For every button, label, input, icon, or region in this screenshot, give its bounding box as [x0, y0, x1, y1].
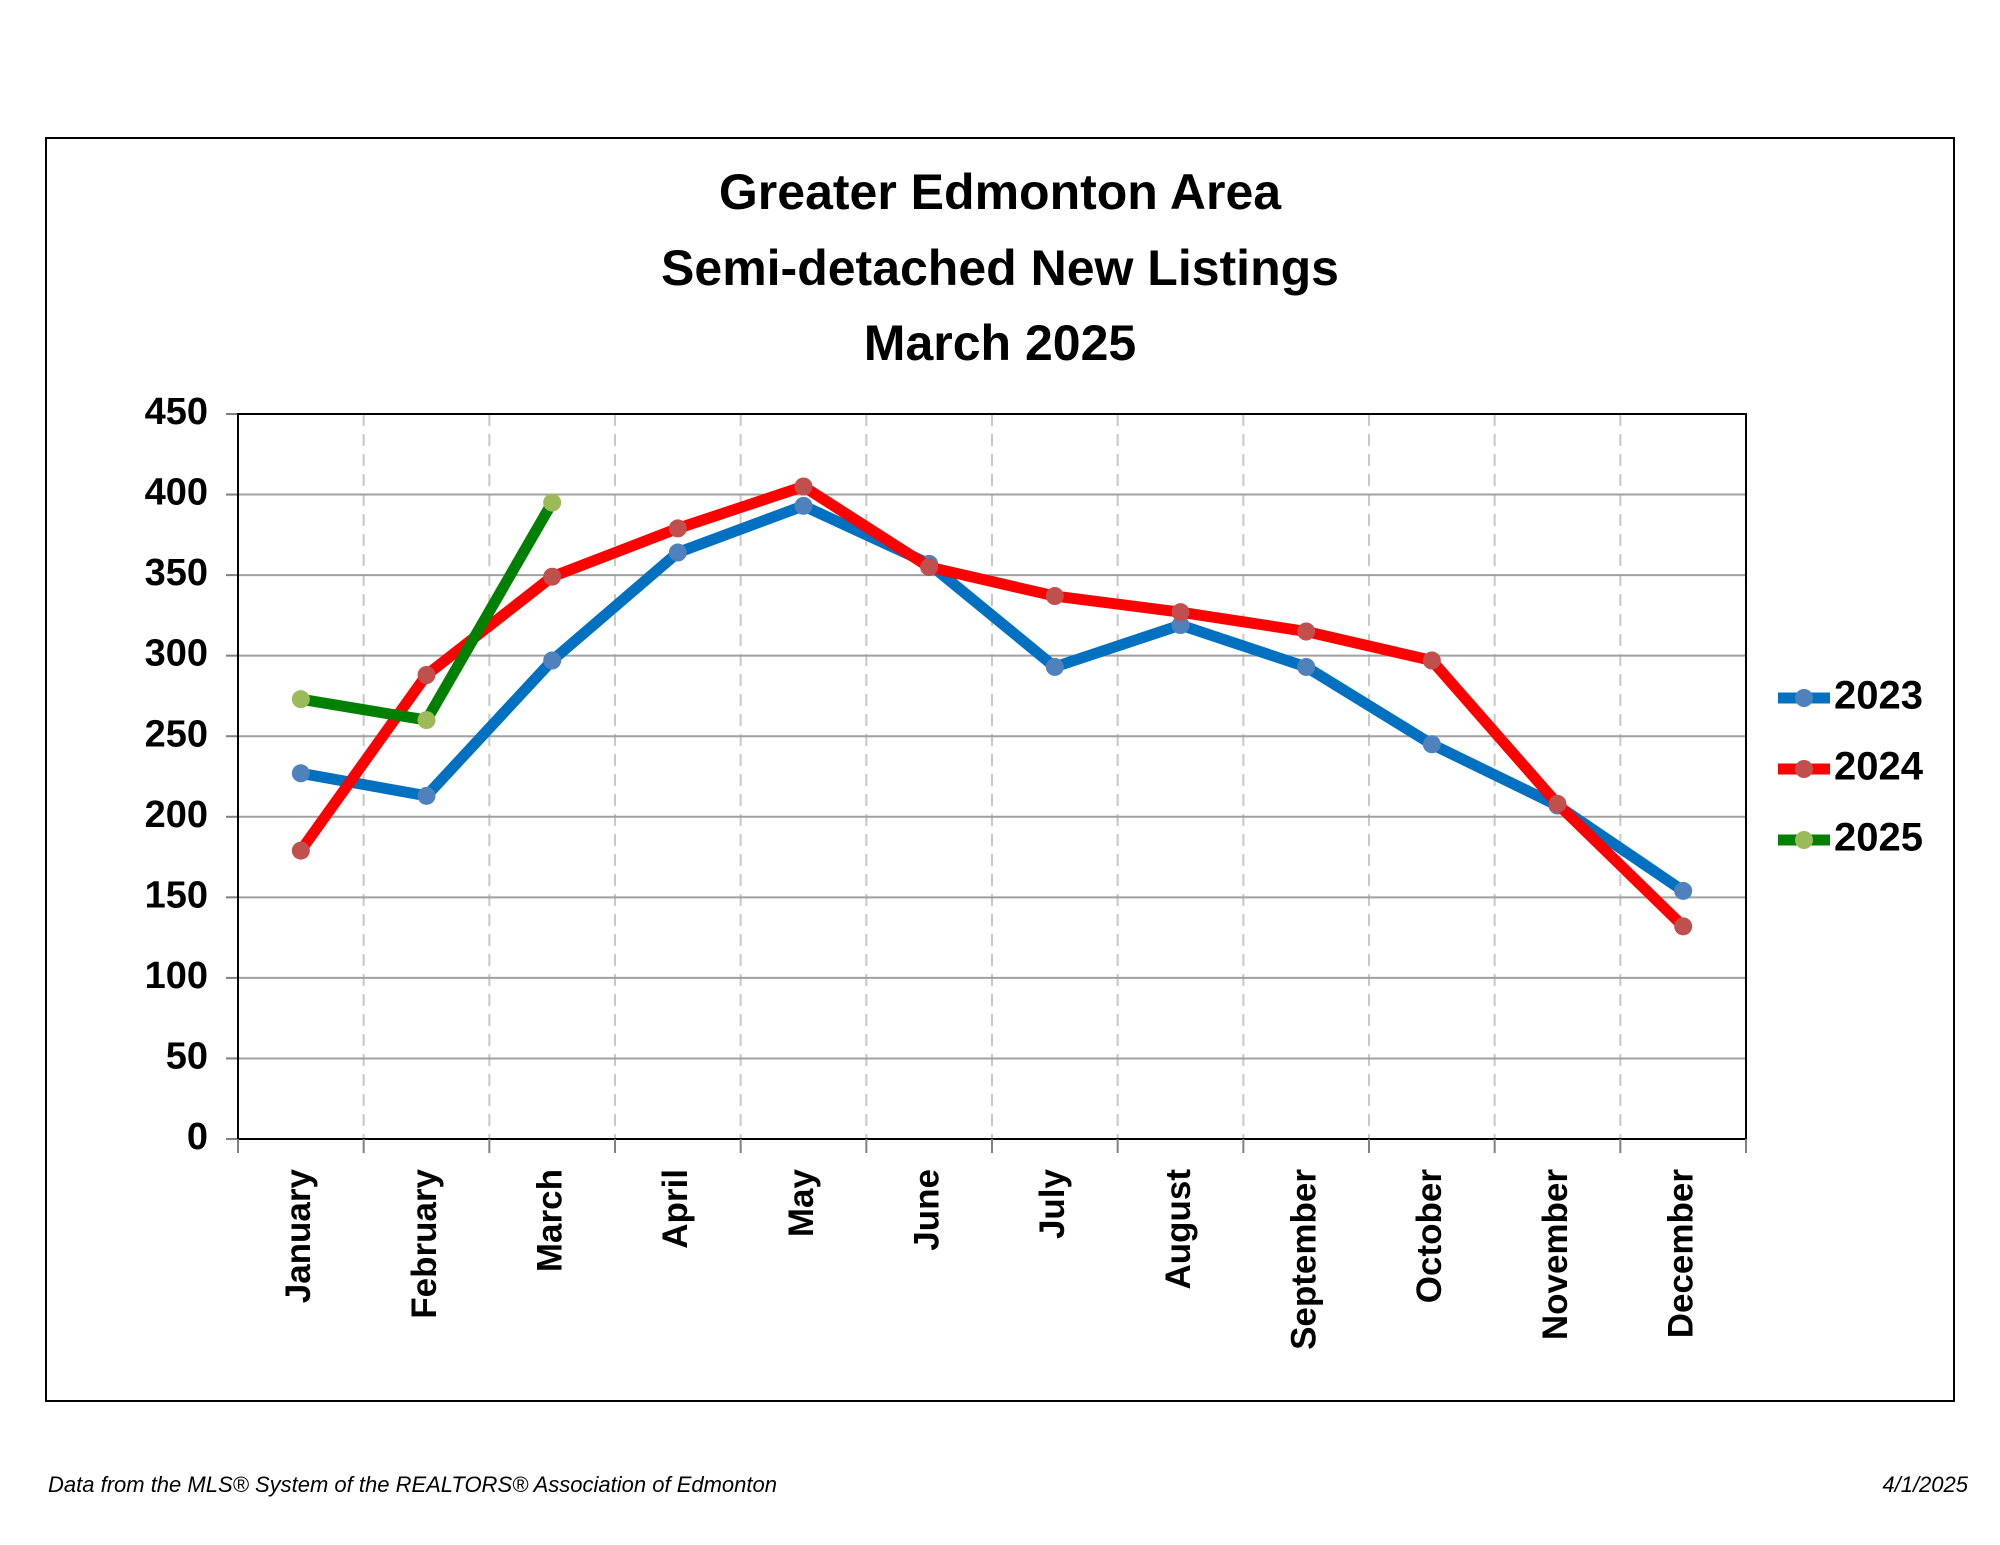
series-marker	[1674, 881, 1693, 900]
x-tick-label: March	[530, 1169, 569, 1272]
y-tick-label: 350	[145, 552, 208, 594]
y-tick-label: 100	[145, 955, 208, 997]
series-marker	[417, 711, 436, 730]
series-marker	[291, 841, 310, 860]
series-marker	[1045, 587, 1064, 606]
series-marker	[543, 651, 562, 670]
x-tick-label: July	[1033, 1168, 1072, 1239]
legend-label: 2025	[1834, 816, 1923, 860]
x-tick-label: September	[1284, 1169, 1323, 1350]
series-marker	[543, 567, 562, 586]
y-tick-label: 300	[145, 633, 208, 675]
series-marker	[1171, 616, 1190, 635]
series-marker	[1422, 651, 1441, 670]
legend-marker	[1795, 689, 1813, 707]
series-marker	[417, 666, 436, 684]
x-tick-label: February	[405, 1168, 444, 1318]
chart-title: March 2025	[864, 315, 1136, 371]
x-tick-label: April	[656, 1169, 695, 1249]
x-tick-label: May	[782, 1168, 821, 1237]
y-tick-label: 250	[145, 713, 208, 755]
series-line	[296, 481, 1688, 931]
series-marker	[794, 496, 813, 515]
series-marker	[1422, 735, 1441, 754]
series-marker	[1297, 657, 1316, 676]
y-tick-label: 200	[145, 794, 208, 836]
y-tick-label: 0	[187, 1116, 208, 1158]
series-marker	[1548, 794, 1567, 813]
legend-marker	[1795, 760, 1813, 778]
series-marker	[668, 543, 687, 562]
footer-source: Data from the MLS® System of the REALTOR…	[48, 1472, 777, 1497]
x-tick-label: August	[1159, 1169, 1198, 1290]
x-tick-label: June	[907, 1169, 946, 1251]
legend-label: 2024	[1834, 745, 1924, 789]
y-tick-label: 450	[145, 391, 208, 433]
series-marker	[794, 477, 813, 496]
series-marker	[1297, 622, 1316, 641]
series-marker	[417, 786, 436, 805]
chart-title: Greater Edmonton Area	[719, 164, 1282, 220]
series-marker	[920, 558, 939, 577]
y-tick-label: 150	[145, 874, 208, 916]
series-marker	[1674, 917, 1693, 936]
legend-label: 2023	[1834, 674, 1923, 718]
y-tick-label: 400	[145, 472, 208, 514]
footer-date: 4/1/2025	[1882, 1472, 1968, 1497]
series-line	[299, 500, 1687, 896]
y-tick-label: 50	[166, 1035, 208, 1077]
series-marker	[1045, 657, 1064, 676]
series-marker	[1171, 603, 1190, 622]
series-marker	[291, 764, 310, 783]
x-tick-label: December	[1661, 1169, 1700, 1339]
legend-marker	[1795, 831, 1813, 849]
series-marker	[668, 519, 687, 538]
series-marker	[291, 690, 310, 709]
series-marker	[543, 493, 562, 512]
x-tick-label: October	[1410, 1169, 1449, 1304]
x-tick-label: January	[279, 1168, 318, 1303]
chart-title: Semi-detached New Listings	[661, 240, 1339, 296]
x-tick-label: November	[1536, 1169, 1575, 1341]
